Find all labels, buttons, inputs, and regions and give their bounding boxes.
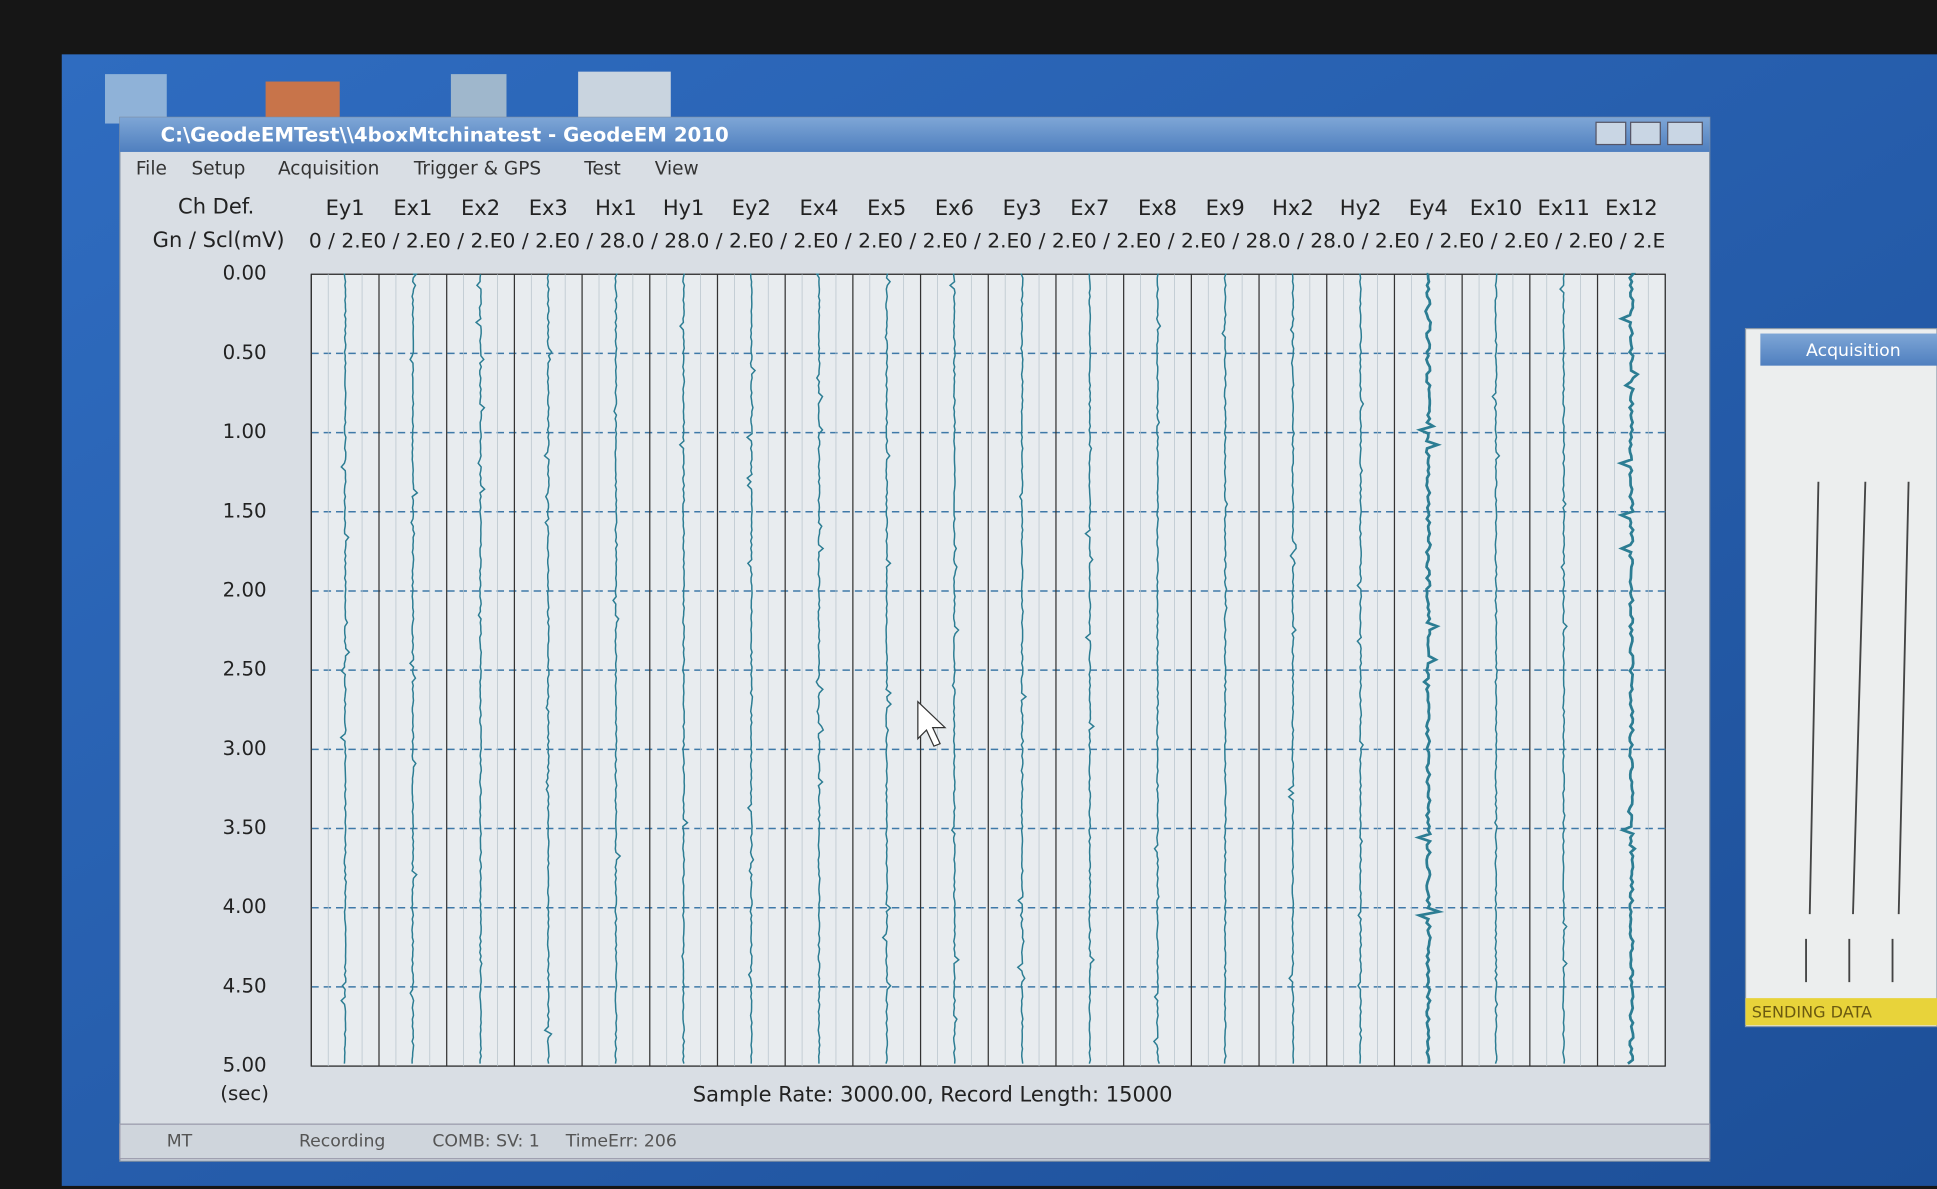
maximize-button[interactable] [1631, 122, 1661, 144]
gain-header-label: Gn / Scl(mV) [153, 228, 285, 252]
screenshot: Acquisition SENDING DATA C:\GeodeEMTest\… [0, 0, 1937, 1189]
channel-label: Ex4 [799, 196, 838, 220]
menu-item[interactable]: Setup [191, 159, 245, 180]
window-title: C:\GeodeEMTest\\4boxMtchinatest - GeodeE… [161, 123, 729, 146]
status-item: TimeErr: 206 [565, 1131, 677, 1151]
channel-label: Ex11 [1537, 196, 1589, 220]
time-label: 0.50 [223, 341, 267, 364]
channel-label: Ex9 [1206, 196, 1245, 220]
plot-footer: Sample Rate: 3000.00, Record Length: 150… [693, 1083, 1173, 1107]
time-label: 3.50 [223, 816, 267, 839]
channel-header-label: Ch Def. [178, 195, 254, 219]
status-item: COMB: SV: 1 [432, 1131, 539, 1151]
menu-item[interactable]: Trigger & GPS [413, 159, 541, 180]
channel-label: Hx1 [595, 196, 637, 220]
minimize-button[interactable] [1596, 122, 1626, 144]
channel-label: Ex2 [461, 196, 500, 220]
channel-label: Ex12 [1605, 196, 1657, 220]
close-button[interactable] [1668, 122, 1703, 144]
status-item: MT [167, 1131, 193, 1151]
desktop-icon[interactable] [105, 74, 167, 123]
time-label: 5.00 [223, 1054, 267, 1077]
channel-label: Ey1 [326, 196, 365, 220]
time-unit: (sec) [220, 1082, 269, 1105]
status-item: Recording [299, 1131, 385, 1151]
desktop-icon[interactable] [578, 72, 671, 121]
channel-label: Ex3 [529, 196, 568, 220]
channel-label: Ex7 [1070, 196, 1109, 220]
desktop-icon[interactable] [451, 74, 507, 123]
channel-label: Ex10 [1470, 196, 1522, 220]
side-panel-title: Acquisition [1806, 341, 1901, 361]
side-panel [1746, 329, 1937, 1027]
channel-label: Ex6 [935, 196, 974, 220]
channel-label: Ey4 [1409, 196, 1448, 220]
menu-item[interactable]: Acquisition [278, 159, 379, 180]
menu-item[interactable]: View [655, 159, 699, 180]
channel-label: Ex5 [867, 196, 906, 220]
time-label: 0.00 [223, 262, 267, 285]
status-indicator-text: SENDING DATA [1752, 1002, 1872, 1021]
gain-row: 0 / 2.E0 / 2.E0 / 2.E0 / 2.E0 / 28.0 / 2… [309, 230, 1665, 253]
time-label: 1.00 [223, 420, 267, 443]
channel-label: Hx2 [1272, 196, 1314, 220]
menu-item[interactable]: File [136, 159, 167, 180]
time-label: 2.50 [223, 658, 267, 681]
channel-label: Hy1 [663, 196, 705, 220]
menu-bar: File Setup Acquisition Trigger & GPS Test Vie… [136, 159, 699, 180]
time-label: 4.00 [223, 895, 267, 918]
channel-label: Hy2 [1340, 196, 1382, 220]
time-label: 3.00 [223, 737, 267, 760]
time-label: 1.50 [223, 499, 267, 522]
page: Acquisition SENDING DATA C:\GeodeEMTest\… [0, 0, 1937, 1189]
channel-label: Ex8 [1138, 196, 1177, 220]
time-label: 4.50 [223, 974, 267, 997]
channel-label: Ex1 [393, 196, 432, 220]
menu-item[interactable]: Test [583, 159, 620, 180]
channel-label: Ey2 [732, 196, 771, 220]
channel-label: Ey3 [1003, 196, 1042, 220]
time-label: 2.00 [223, 578, 267, 601]
